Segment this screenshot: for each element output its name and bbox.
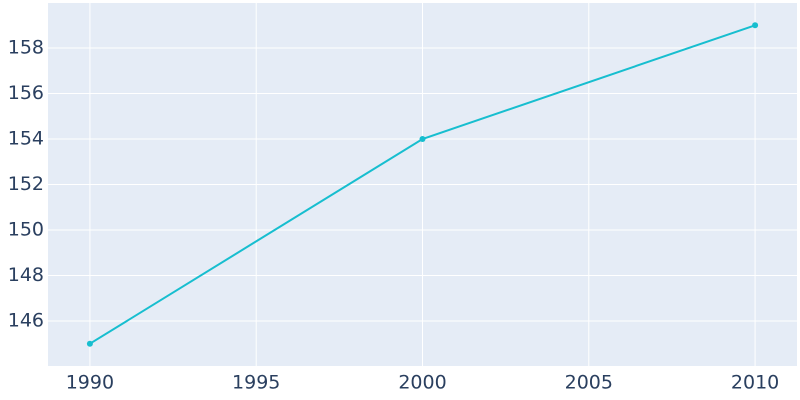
y-tick-label: 156 <box>8 82 44 104</box>
point <box>419 136 426 143</box>
y-tick-label: 150 <box>8 218 44 240</box>
y-tick-label: 146 <box>8 309 44 331</box>
x-tick-label: 1990 <box>66 372 114 394</box>
x-tick-label: 2000 <box>398 372 446 394</box>
x-tick-label: 2005 <box>565 372 613 394</box>
x-tick-label: 2010 <box>731 372 779 394</box>
y-tick-label: 158 <box>8 37 44 59</box>
y-tick-label: 152 <box>8 173 44 195</box>
point <box>86 340 93 347</box>
point <box>752 22 759 29</box>
y-tick-label: 148 <box>8 264 44 286</box>
x-tick-label: 1995 <box>232 372 280 394</box>
y-tick-label: 154 <box>8 128 44 150</box>
